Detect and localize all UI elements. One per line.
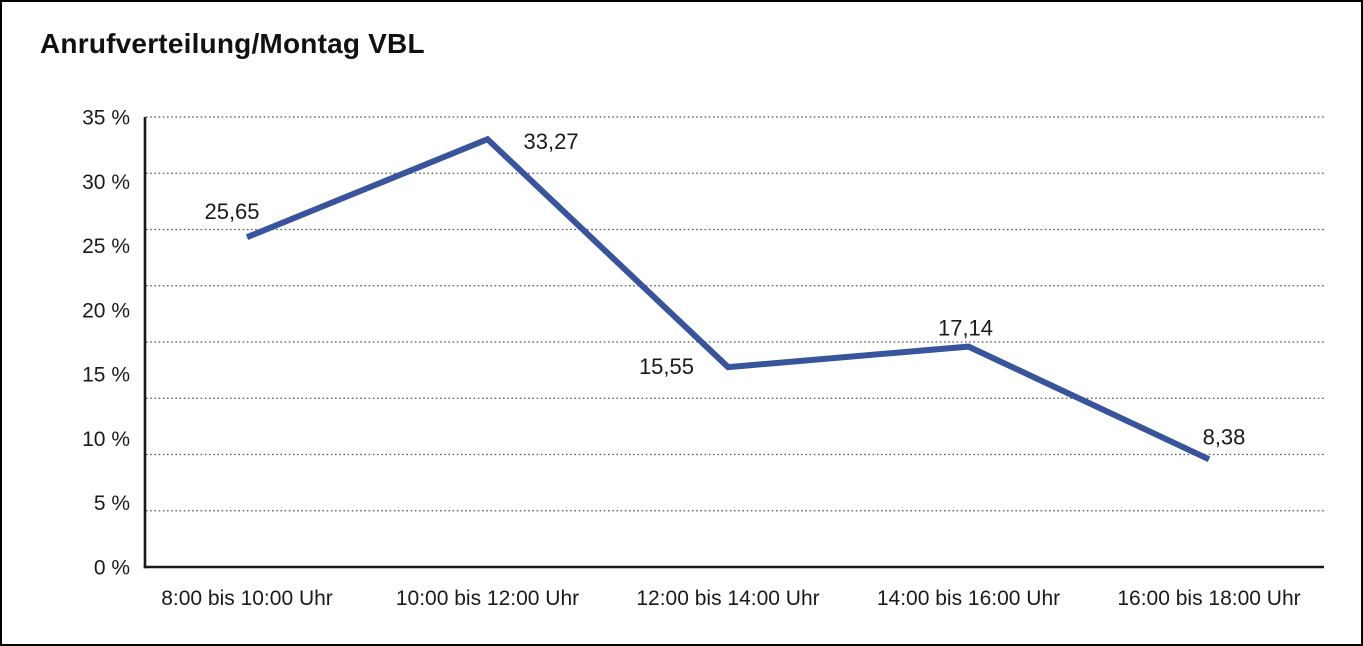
x-axis-category-label: 10:00 bis 12:00 Uhr (396, 587, 579, 610)
y-axis-tick-label: 5 % (94, 492, 130, 515)
y-axis-tick-label: 35 % (82, 107, 130, 130)
chart-title: Anrufverteilung/Montag VBL (40, 28, 425, 59)
y-axis-tick-label: 20 % (82, 299, 130, 322)
data-point-label: 33,27 (524, 129, 579, 154)
y-axis-tick-label: 25 % (82, 235, 130, 258)
x-axis-category-label: 16:00 bis 18:00 Uhr (1117, 587, 1300, 610)
data-point-label: 15,55 (639, 354, 694, 379)
series-line (245, 135, 1211, 463)
data-point-label: 25,65 (204, 199, 259, 224)
y-axis-tick-label: 0 % (94, 557, 130, 580)
data-point-label: 8,38 (1203, 424, 1246, 449)
x-axis-category-label: 12:00 bis 14:00 Uhr (636, 587, 819, 610)
y-axis-tick-label: 15 % (82, 364, 130, 387)
y-axis-tick-label: 10 % (82, 428, 130, 451)
x-axis-category-label: 8:00 bis 10:00 Uhr (161, 587, 333, 610)
data-point-label: 17,14 (938, 316, 993, 341)
x-axis-category-label: 14:00 bis 16:00 Uhr (877, 587, 1060, 610)
y-axis-tick-label: 30 % (82, 171, 130, 194)
